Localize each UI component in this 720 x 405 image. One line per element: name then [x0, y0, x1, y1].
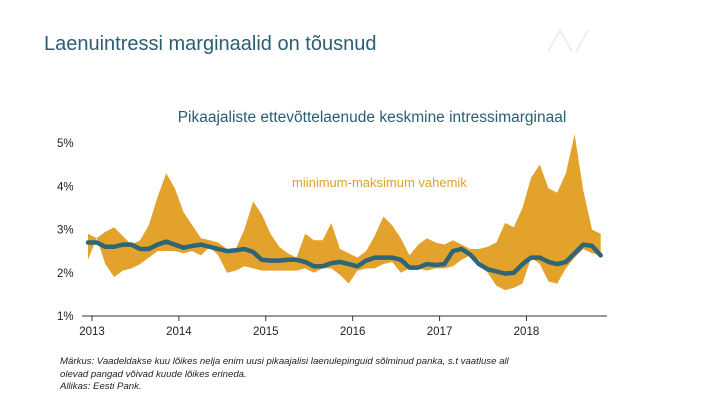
- x-tick-label: 2016: [340, 326, 366, 338]
- footnote-line-2: olevad pangad võivad kuude lõikes erined…: [60, 368, 247, 380]
- y-tick-label: 4%: [57, 181, 74, 193]
- y-tick-label: 5%: [57, 138, 74, 150]
- x-tick-label: 2014: [166, 326, 192, 338]
- y-axis: 5% 4% 3% 2% 1%: [57, 138, 74, 323]
- x-axis: 2013 2014 2015 2016 2017 2018: [79, 315, 607, 338]
- average-margin-line: [85, 239, 603, 276]
- x-tick-label: 2013: [79, 326, 105, 338]
- x-tick-label: 2015: [253, 326, 279, 338]
- min-max-band: [88, 134, 601, 291]
- y-tick-label: 1%: [57, 311, 74, 323]
- footnote-line-3: Allikas: Eesti Pank.: [60, 381, 142, 392]
- y-tick-label: 3%: [57, 225, 74, 237]
- x-tick-label: 2018: [514, 326, 540, 338]
- x-tick-label: 2017: [427, 326, 453, 338]
- band-legend-label: miinimum-maksimum vahemik: [292, 175, 467, 190]
- logo-watermark-icon: [547, 27, 589, 53]
- plot-area: [85, 134, 603, 291]
- footnote: Märkus: Vaadeldakse kuu lõikes nelja eni…: [60, 356, 580, 394]
- footnote-line-1: Märkus: Vaadeldakse kuu lõikes nelja eni…: [60, 356, 509, 367]
- chart-title: Pikaajaliste ettevõttelaenude keskmine i…: [178, 109, 567, 126]
- y-tick-label: 2%: [57, 268, 74, 280]
- slide-title: Laenuintressi marginaalid on tõusnud: [44, 33, 377, 55]
